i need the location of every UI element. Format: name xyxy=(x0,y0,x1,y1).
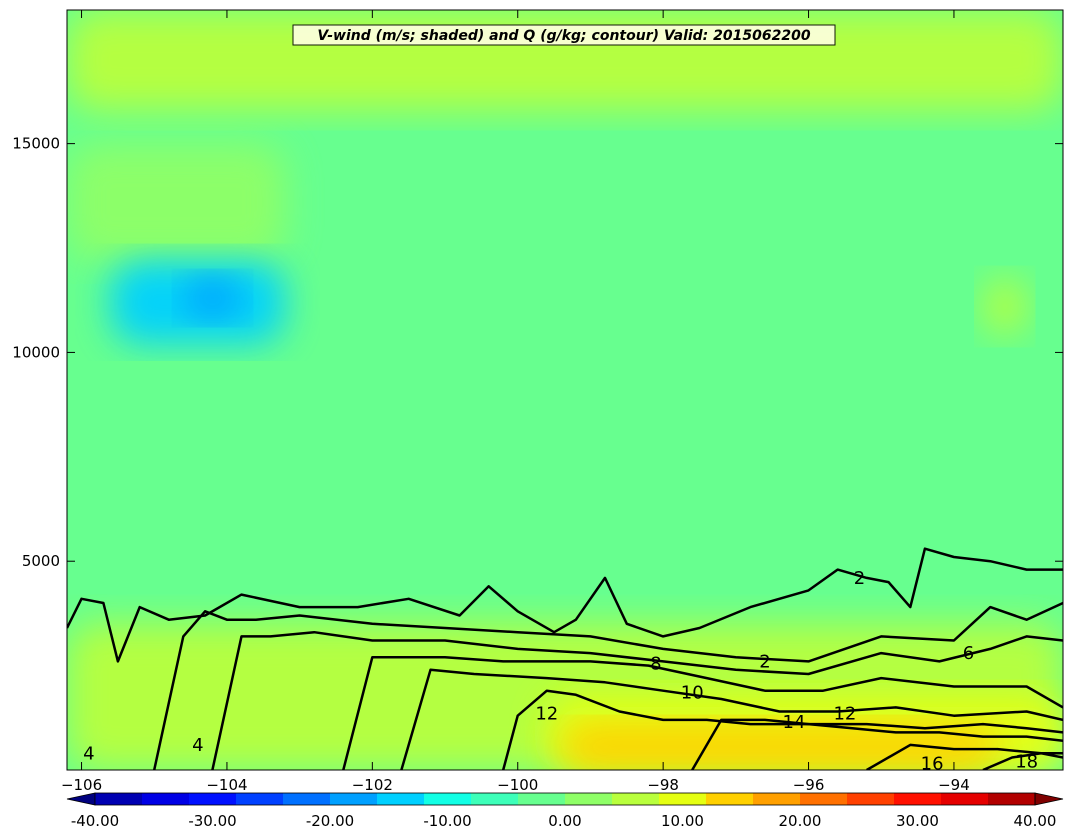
contour-label-4: 6 xyxy=(963,643,974,664)
contour-label-11: 18 xyxy=(1015,752,1038,773)
colorbar-swatch xyxy=(471,793,519,805)
x-tick-label: −96 xyxy=(793,776,825,794)
x-tick-label: −94 xyxy=(938,776,970,794)
contour-line-12 xyxy=(501,689,1063,770)
colorbar-tick-label: 30.00 xyxy=(896,812,939,830)
contour-line-6 xyxy=(211,630,1063,770)
colorbar: -40.00 -30.00 -20.00 -10.00 0.00 10.00 20.00 30… xyxy=(66,792,1064,830)
colorbar-tick-label: -30.00 xyxy=(188,812,236,830)
chart-title: V-wind (m/s; shaded) and Q (g/kg; contou… xyxy=(317,28,810,44)
colorbar-swatch xyxy=(659,793,707,805)
colorbar-swatch xyxy=(894,793,942,805)
colorbar-extend-max xyxy=(1034,792,1064,806)
colorbar-tick-label: 40.00 xyxy=(1014,812,1057,830)
contour-line-14 xyxy=(691,718,1063,770)
contour-layer xyxy=(67,547,1063,770)
shading-region-8 xyxy=(983,277,1027,336)
colorbar-tick-label: 0.00 xyxy=(548,812,581,830)
colorbar-swatch xyxy=(565,793,613,805)
colorbar-swatch xyxy=(142,793,190,805)
colorbar-swatch xyxy=(941,793,989,805)
tick-layer: −106 −104 −102 −100 −98 −96 −94 5000 10000 15000 xyxy=(12,10,1063,794)
contour-line-10 xyxy=(400,668,1063,770)
contour-label-9: 14 xyxy=(783,712,806,733)
contour-line-4 xyxy=(152,601,1063,770)
colorbar-swatch xyxy=(706,793,754,805)
x-tick-label: −102 xyxy=(352,776,393,794)
colorbar-swatch xyxy=(800,793,848,805)
colorbar-tick-label: -20.00 xyxy=(306,812,354,830)
contour-label-6: 10 xyxy=(681,683,704,704)
colorbar-tick-label: -10.00 xyxy=(423,812,471,830)
colorbar-swatch xyxy=(612,793,660,805)
contour-line-8 xyxy=(342,656,1063,770)
colorbar-swatch xyxy=(95,793,143,805)
contour-label-0: 2 xyxy=(854,568,865,589)
contour-label-1: 2 xyxy=(759,651,770,672)
contour-line-18 xyxy=(982,752,1063,770)
contour-label-10: 16 xyxy=(921,754,944,775)
y-tick-label: 15000 xyxy=(12,135,60,153)
x-tick-label: −98 xyxy=(647,776,679,794)
colorbar-swatch xyxy=(518,793,566,805)
colorbar-extend-min xyxy=(66,792,96,806)
colorbar-swatch xyxy=(283,793,331,805)
contour-label-8: 12 xyxy=(833,704,856,725)
contour-label-2: 4 xyxy=(83,743,94,764)
colorbar-swatch xyxy=(424,793,472,805)
colorbar-swatch xyxy=(847,793,895,805)
contour-label-3: 4 xyxy=(192,735,203,756)
plot-frame xyxy=(66,9,1064,771)
y-tick-label: 10000 xyxy=(12,343,60,361)
shading-region-2 xyxy=(67,143,286,261)
y-tick-label: 5000 xyxy=(22,552,60,570)
colorbar-swatch xyxy=(236,793,284,805)
shading-layer xyxy=(67,10,1063,770)
contour-label-5: 8 xyxy=(650,654,661,675)
x-tick-label: −100 xyxy=(497,776,538,794)
contour-label-7: 12 xyxy=(535,704,558,725)
colorbar-frame xyxy=(94,792,1036,806)
colorbar-swatch xyxy=(330,793,378,805)
contour-label-layer: 2 2 4 4 6 8 10 12 12 14 16 18 xyxy=(83,568,1038,775)
contour-line-2 xyxy=(67,547,1063,663)
shading-region-4 xyxy=(183,277,242,320)
colorbar-tick-label: 20.00 xyxy=(779,812,822,830)
colorbar-tick-label: -40.00 xyxy=(71,812,119,830)
x-tick-label: −104 xyxy=(206,776,247,794)
colorbar-swatch xyxy=(753,793,801,805)
colorbar-tick-label: 10.00 xyxy=(661,812,704,830)
colorbar-swatch xyxy=(189,793,237,805)
colorbar-swatch xyxy=(988,793,1036,805)
colorbar-swatch xyxy=(377,793,425,805)
x-tick-label: −106 xyxy=(61,776,102,794)
title-box: V-wind (m/s; shaded) and Q (g/kg; contou… xyxy=(292,24,836,46)
